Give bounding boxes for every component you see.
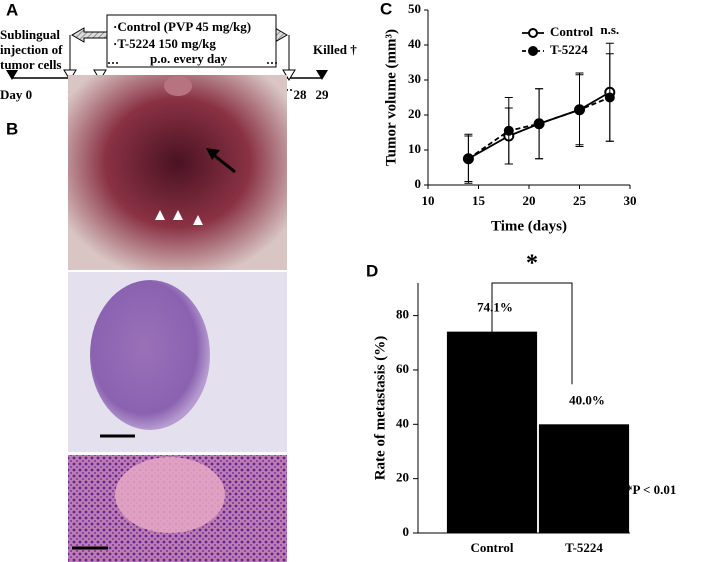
y-tick-label: 20 [408, 106, 421, 121]
data-point [503, 125, 514, 136]
injection-label: tumor cells [0, 57, 62, 72]
treatment-label: ·Control (PVP 45 mg/kg) [113, 19, 251, 34]
y-tick-label: 0 [415, 176, 422, 191]
y-tick-label: 40 [408, 36, 421, 51]
y-tick-label: 0 [403, 524, 410, 539]
annotation: n.s. [600, 22, 619, 37]
y-tick-label: 50 [408, 1, 421, 16]
x-tick-label: Control [470, 540, 513, 555]
bar [446, 331, 538, 533]
significance-mark: * [526, 251, 538, 277]
x-tick-label: 30 [624, 193, 637, 208]
timeline: A Sublingual injection of tumor cells ·C… [0, 0, 357, 102]
legend-label: Control [550, 24, 593, 39]
data-point [604, 92, 615, 103]
y-tick-label: 60 [396, 361, 409, 376]
killed-label: Killed † [313, 42, 357, 57]
panel-label: B [6, 119, 18, 138]
injection-label: Sublingual [0, 27, 60, 42]
x-tick-label: T-5224 [565, 540, 603, 555]
x-tick-label: 10 [422, 193, 435, 208]
treatment-label: p.o. every day [150, 51, 228, 66]
y-tick-label: 80 [396, 307, 409, 322]
panel-label: C [380, 0, 392, 18]
bar [538, 424, 630, 533]
data-point [534, 118, 545, 129]
x-tick-label: 15 [472, 193, 486, 208]
y-axis-label: Rate of metastasis (%) [372, 336, 388, 481]
significance-bracket [491, 282, 573, 385]
value-label: 74.1% [477, 300, 513, 315]
legend-label: T-5224 [550, 42, 588, 57]
panel-label: A [6, 0, 18, 19]
histology-images: B [6, 75, 287, 562]
legend-marker [528, 28, 538, 38]
y-tick-label: 20 [396, 470, 409, 485]
legend-marker [528, 46, 538, 56]
injection-label: injection of [0, 42, 63, 57]
day-label: 29 [316, 87, 330, 102]
y-tick-label: 10 [408, 141, 421, 156]
y-tick-label: 40 [396, 415, 409, 430]
panel-label: D [366, 261, 378, 280]
y-axis-label: Tumor volume (mm³) [383, 29, 399, 166]
photo [68, 75, 287, 270]
x-axis-label: Time (days) [491, 218, 567, 234]
value-label: 40.0% [569, 392, 605, 407]
data-point [463, 153, 474, 164]
day-label: 28 [294, 87, 308, 102]
x-tick-label: 25 [573, 193, 587, 208]
treatment-label: ·T-5224 150 mg/kg [113, 36, 216, 51]
footnote: *P < 0.01 [626, 482, 676, 497]
data-point [574, 104, 585, 115]
y-tick-label: 30 [408, 71, 421, 86]
x-tick-label: 20 [523, 193, 536, 208]
day-label: Day 0 [0, 87, 32, 102]
